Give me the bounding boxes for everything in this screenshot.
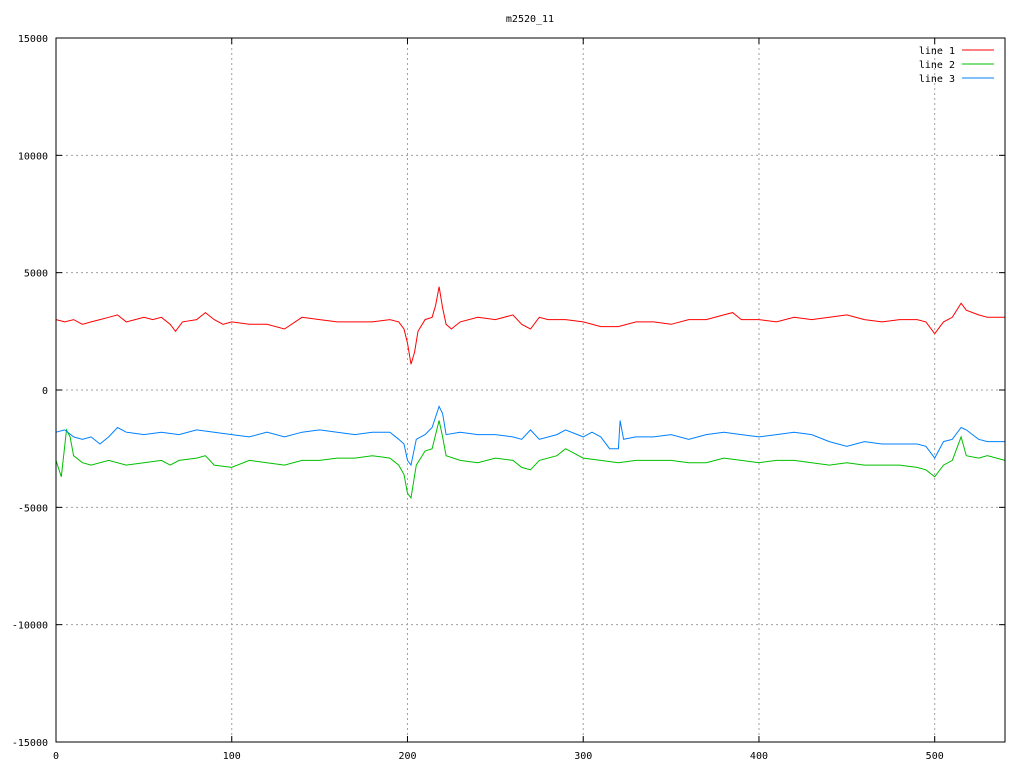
grid	[56, 38, 1005, 742]
y-tick-label: -15000	[12, 738, 48, 749]
legend-label: line 2	[919, 60, 955, 71]
series-group	[55, 286, 1006, 500]
y-tick-label: 10000	[18, 151, 48, 162]
legend-label: line 1	[919, 46, 955, 57]
x-tick-label: 500	[926, 751, 944, 762]
y-tick-label: -10000	[12, 621, 48, 632]
legend-label: line 3	[919, 74, 955, 85]
chart-title: m2520_11	[506, 14, 554, 25]
x-tick-label: 0	[53, 751, 59, 762]
series-line-3	[55, 405, 1005, 467]
axis-ticks: 0 100 200 300 400 500 -15000 -10000 -5000 0 5000 10…	[12, 34, 1005, 762]
y-tick-label: -5000	[18, 503, 48, 514]
x-tick-label: 200	[398, 751, 416, 762]
x-tick-label: 300	[574, 751, 592, 762]
series-line-1	[55, 286, 1005, 365]
series-line-2	[55, 420, 1006, 500]
x-tick-label: 400	[750, 751, 768, 762]
legend: line 1 line 2 line 3	[919, 46, 994, 85]
y-tick-label: 0	[42, 386, 48, 397]
y-tick-label: 15000	[18, 34, 48, 45]
plot-border	[55, 37, 1006, 743]
y-tick-label: 5000	[24, 269, 48, 280]
x-tick-label: 100	[223, 751, 241, 762]
